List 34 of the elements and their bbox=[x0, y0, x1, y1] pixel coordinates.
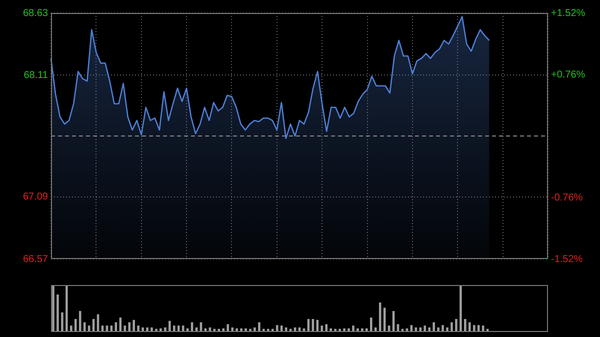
bar bbox=[460, 285, 462, 332]
bar bbox=[137, 326, 140, 332]
bar bbox=[66, 285, 68, 332]
bar bbox=[173, 326, 176, 332]
y-tick-label: 67.09 bbox=[22, 192, 48, 203]
bar bbox=[124, 326, 126, 332]
bar bbox=[132, 320, 135, 332]
bar bbox=[352, 326, 354, 332]
bar bbox=[424, 326, 426, 332]
y-tick-label: 66.57 bbox=[22, 254, 48, 265]
bar bbox=[455, 318, 458, 332]
bar bbox=[432, 322, 435, 332]
y-tick-label: 68.11 bbox=[24, 70, 48, 81]
y2-tick-label: -1.52% bbox=[551, 254, 583, 265]
bar bbox=[61, 312, 64, 332]
bar bbox=[325, 324, 328, 332]
y2-tick-label: -0.76% bbox=[551, 192, 583, 204]
bar bbox=[442, 325, 444, 332]
bar bbox=[56, 294, 59, 332]
bar bbox=[52, 285, 54, 332]
bar bbox=[258, 322, 260, 332]
bar bbox=[128, 322, 130, 332]
y-tick-label: 68.63 bbox=[22, 8, 48, 19]
bar bbox=[464, 318, 466, 332]
bar bbox=[370, 318, 372, 332]
bar bbox=[168, 320, 171, 332]
y2-tick-label: +0.76% bbox=[551, 69, 586, 80]
bar bbox=[74, 318, 77, 332]
bar bbox=[70, 326, 72, 332]
bar bbox=[468, 322, 471, 332]
bar bbox=[450, 322, 453, 332]
y2-tick-label: +1.52% bbox=[551, 8, 586, 19]
bar bbox=[226, 324, 229, 332]
bar bbox=[472, 325, 476, 332]
